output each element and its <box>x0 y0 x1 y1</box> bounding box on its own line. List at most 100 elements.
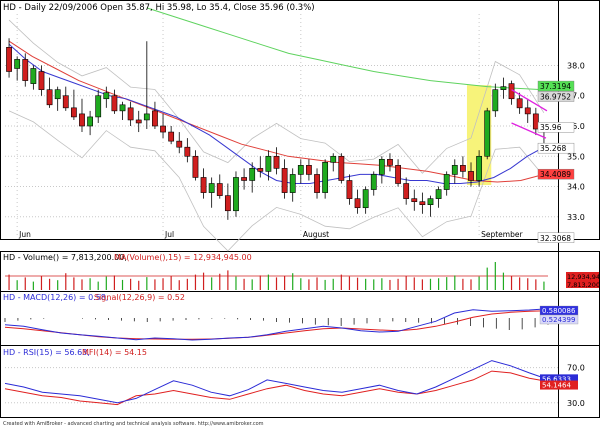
x-tick-label: Jul <box>164 230 174 239</box>
price-label: 32.3068 <box>540 234 571 243</box>
volume-label: 12,934,945 <box>567 273 600 281</box>
candle-body <box>330 155 337 163</box>
candle-body <box>427 198 434 206</box>
price-label: 34.4089 <box>540 170 571 179</box>
candle-body <box>411 198 418 202</box>
mfi-line <box>4 370 549 406</box>
price-label: 36.9752 <box>540 92 571 101</box>
x-tick-label: August <box>303 230 329 239</box>
y-tick-label: 38.0 <box>567 61 585 70</box>
rsi-panel-frame <box>0 345 600 418</box>
candle-body <box>403 183 410 199</box>
candle-body <box>111 95 118 112</box>
price-label-box <box>537 91 575 102</box>
macd-title-a: HD - MACD(12,26) = 0.58, <box>3 293 108 302</box>
candle-body <box>273 155 280 169</box>
candle-body <box>200 177 207 193</box>
candle-body <box>127 107 134 121</box>
candle-body <box>500 86 507 90</box>
candle-body <box>119 104 126 112</box>
volume-label-box <box>566 280 599 288</box>
candle-body <box>346 180 353 199</box>
price-label-box <box>537 168 575 180</box>
band-upper-line <box>8 19 545 174</box>
candle-body <box>249 168 256 181</box>
candle-body <box>524 107 531 115</box>
candle-body <box>176 140 183 148</box>
candle-body <box>14 59 21 69</box>
band-lines <box>8 19 545 252</box>
y-tick-label: 33.0 <box>567 213 585 222</box>
candle-body <box>70 107 77 118</box>
candle-body <box>6 46 12 72</box>
rsi-label-box <box>540 374 578 384</box>
candle-body <box>208 183 215 193</box>
axis-labels: 38.0 37.0 36.0 35.0 34.0 33.0 Jun Jul August Sept… <box>18 61 600 407</box>
x-tick-label: Jun <box>18 230 31 239</box>
macd-label: 0.580086 <box>542 307 576 315</box>
candle-body <box>257 168 264 172</box>
candle-body <box>387 158 393 166</box>
candle-body <box>241 177 247 181</box>
macd-line <box>4 308 549 341</box>
rsi-label: 54.1464 <box>542 382 571 390</box>
candle-body <box>87 116 93 127</box>
candle-body <box>370 174 377 190</box>
rsi-tick-label: 70.0 <box>567 364 585 373</box>
trend-line-lower <box>511 122 547 139</box>
candle-body <box>216 183 223 196</box>
rsi-line <box>4 360 549 404</box>
candle-body <box>435 189 442 199</box>
candle-body <box>62 95 69 109</box>
candle-body <box>152 110 158 127</box>
candle-body <box>103 92 110 100</box>
footer-credit: Created with AmiBroker - advanced charti… <box>3 421 264 427</box>
rsi-title-a: HD - RSI(15) = 56.63, <box>3 348 90 357</box>
macd-lines <box>4 308 549 341</box>
price-label-box <box>537 142 575 154</box>
candle-body <box>395 165 401 184</box>
candle-body <box>322 162 329 193</box>
candle-body <box>338 155 345 181</box>
volume-title-a: HD - Volume() = 7,813,200.00, <box>3 253 127 262</box>
candle-body <box>30 68 37 84</box>
candle-body <box>468 171 474 181</box>
volume-title-b: MA(Volume(),15) = 12,934,945.00 <box>114 253 252 262</box>
rsi-lines <box>4 360 549 406</box>
rsi-label: 56.6333 <box>542 375 571 383</box>
price-label: 35.96 <box>540 123 562 132</box>
candle-body <box>354 198 361 209</box>
candle-body <box>460 165 466 172</box>
y-tick-label: 35.0 <box>567 152 585 161</box>
macd-title-b: Signal(12,26,9) = 0.52 <box>94 293 185 302</box>
candle-body <box>54 89 61 100</box>
candle-body <box>378 158 385 175</box>
candle-body <box>532 113 539 130</box>
price-label-box <box>537 232 575 243</box>
x-tick-label: September <box>481 230 523 239</box>
candle-body <box>297 165 304 175</box>
candle-body <box>476 155 483 181</box>
candle-body <box>492 89 499 112</box>
price-label: 35.268 <box>540 144 566 153</box>
volume-bars <box>5 262 548 290</box>
candle-body <box>46 89 53 106</box>
macd-label-box <box>539 314 579 325</box>
candle-body <box>224 195 231 212</box>
y-tick-label: 36.0 <box>567 122 585 131</box>
candlesticks <box>6 38 547 220</box>
candle-body <box>168 131 175 142</box>
candle-body <box>192 155 199 178</box>
candle-body <box>22 59 29 81</box>
rsi-tick-label: 30.0 <box>567 399 585 408</box>
candle-body <box>281 168 288 193</box>
price-label-box <box>537 80 575 92</box>
candle-body <box>184 146 191 157</box>
candle-body <box>233 177 239 212</box>
price-title: HD - Daily 22/09/2006 Open 35.87, Hi 35.… <box>3 3 315 13</box>
candle-body <box>484 110 491 157</box>
ma-long-line <box>146 7 544 91</box>
rsi-title-b: MFI(14) = 54.15 <box>82 348 147 357</box>
